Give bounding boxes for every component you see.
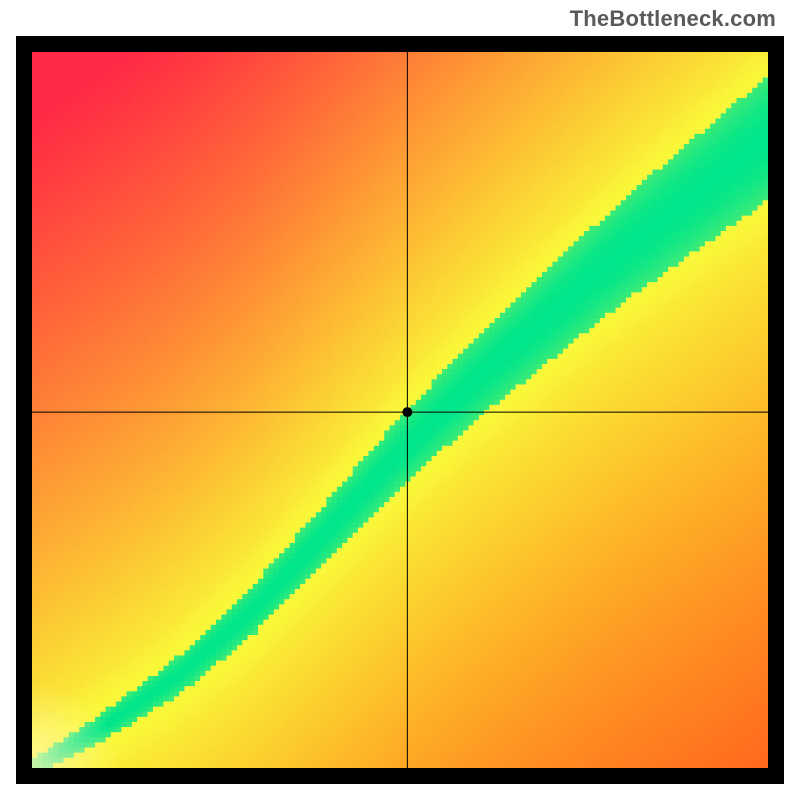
figure-container: TheBottleneck.com bbox=[0, 0, 800, 800]
chart-frame bbox=[16, 36, 784, 784]
attribution-text: TheBottleneck.com bbox=[570, 6, 776, 32]
bottleneck-heatmap bbox=[32, 52, 768, 768]
